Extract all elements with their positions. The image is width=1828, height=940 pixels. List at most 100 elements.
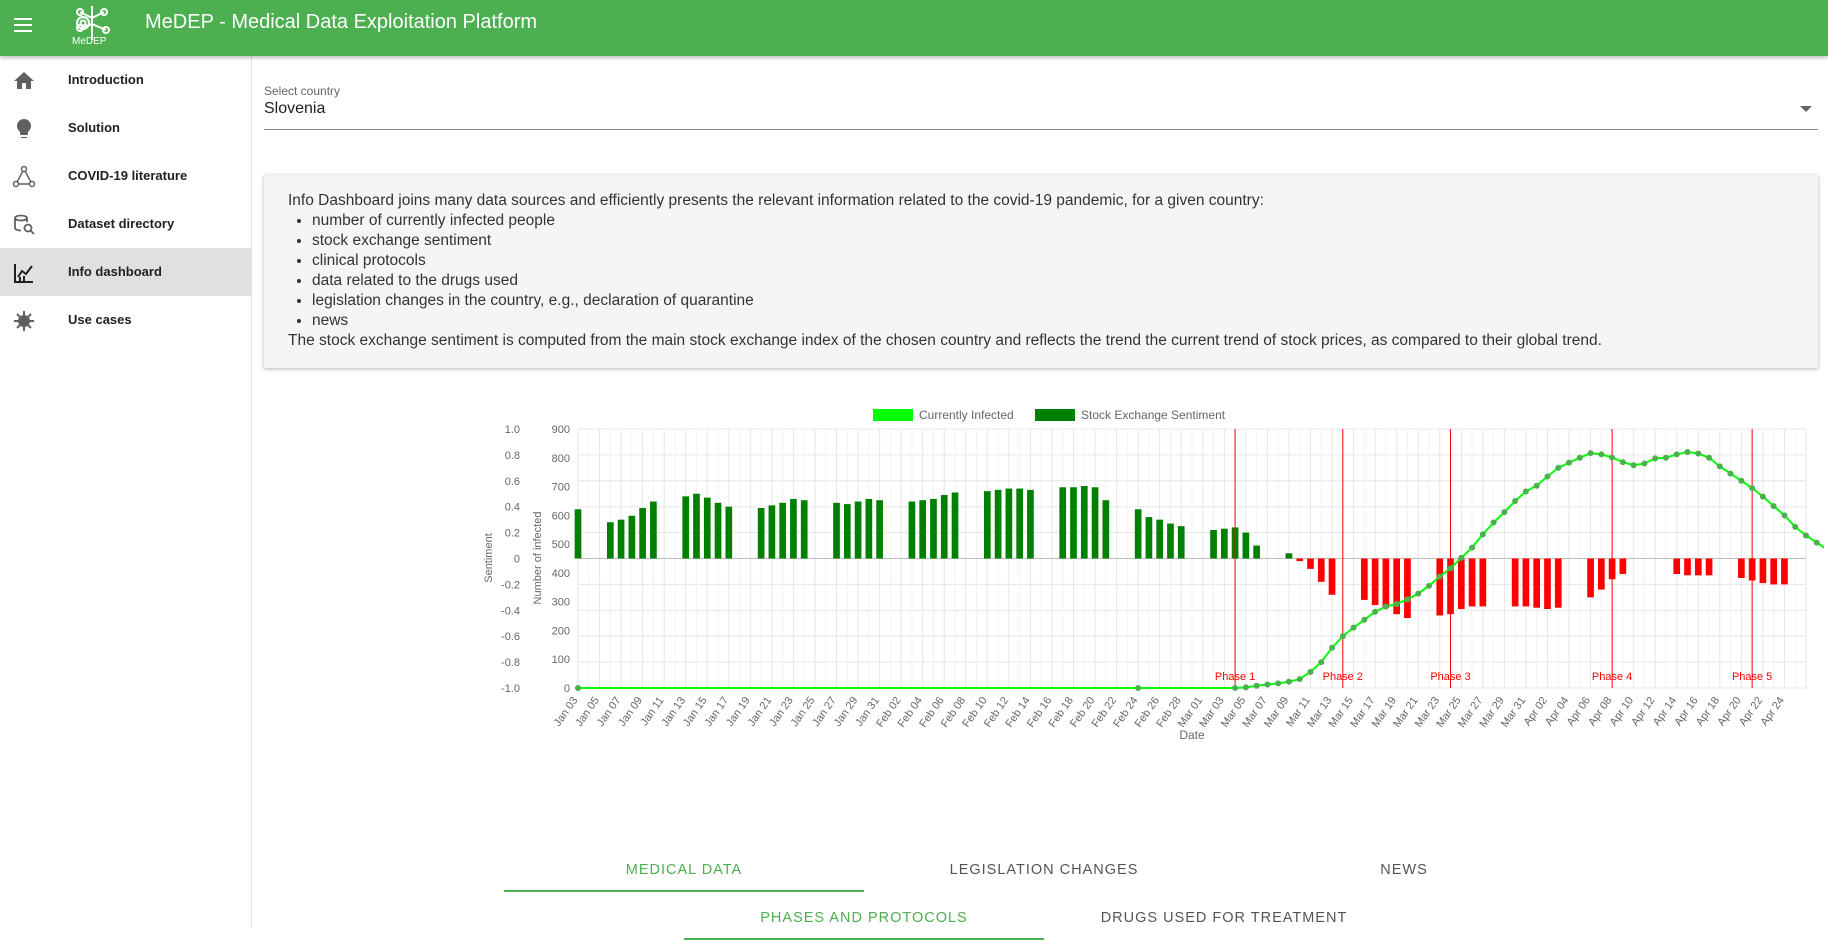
infected-point bbox=[1781, 512, 1788, 519]
menu-icon[interactable] bbox=[10, 10, 38, 38]
sentiment-bar bbox=[1694, 558, 1702, 576]
infected-point bbox=[1576, 454, 1583, 461]
sentiment-bar bbox=[1005, 488, 1013, 559]
sentiment-bar bbox=[1102, 500, 1110, 559]
sentiment-bar bbox=[1371, 558, 1379, 606]
sentiment-bar bbox=[714, 502, 722, 559]
infected-point bbox=[1512, 497, 1519, 504]
sentiment-bar bbox=[930, 498, 937, 559]
infected-point bbox=[1253, 682, 1260, 689]
info-description: Info Dashboard joins many data sources a… bbox=[264, 175, 1818, 368]
sentiment-tick-label: 0.4 bbox=[505, 502, 520, 514]
sidebar-item-label: Introduction bbox=[68, 72, 144, 87]
infected-point bbox=[1673, 451, 1680, 458]
sentiment-bar bbox=[1210, 530, 1217, 559]
infected-point bbox=[1372, 608, 1379, 615]
info-list-item: number of currently infected people bbox=[312, 211, 1794, 231]
infected-point bbox=[1566, 459, 1573, 466]
sidebar-item-info-dashboard[interactable]: Info dashboard bbox=[0, 248, 251, 296]
sentiment-bar bbox=[983, 491, 991, 559]
sidebar-item-dataset-directory[interactable]: Dataset directory bbox=[0, 200, 251, 248]
sentiment-bar bbox=[1468, 558, 1476, 607]
sentiment-bar bbox=[1738, 558, 1745, 578]
tab-news[interactable]: NEWS bbox=[1380, 862, 1428, 878]
sentiment-bar bbox=[951, 492, 959, 559]
sentiment-bar bbox=[1156, 519, 1164, 559]
sentiment-tick-label: -1.0 bbox=[501, 683, 520, 695]
info-list-item: clinical protocols bbox=[312, 251, 1794, 271]
x-tick-label: Apr 24 bbox=[1758, 695, 1786, 728]
virus-icon bbox=[14, 311, 34, 331]
sentiment-bar bbox=[682, 496, 690, 559]
sentiment-bar bbox=[908, 501, 916, 559]
tab-drugs-used[interactable]: DRUGS USED FOR TREATMENT bbox=[1100, 910, 1348, 926]
infected-point bbox=[1339, 633, 1346, 640]
info-list-item: data related to the drugs used bbox=[312, 271, 1794, 291]
infected-point bbox=[1598, 451, 1605, 458]
sentiment-bar bbox=[768, 505, 776, 559]
infected-point bbox=[1415, 590, 1422, 597]
info-intro: Info Dashboard joins many data sources a… bbox=[288, 192, 1264, 209]
dataset-search-icon bbox=[14, 214, 35, 235]
sentiment-bar bbox=[650, 501, 657, 559]
country-select[interactable]: Select country Slovenia bbox=[264, 84, 1818, 130]
sentiment-bar bbox=[779, 502, 787, 559]
infected-point bbox=[1662, 454, 1669, 461]
infected-point bbox=[1792, 523, 1799, 530]
infected-tick-label: 400 bbox=[552, 568, 570, 580]
info-list-item: legislation changes in the country, e.g.… bbox=[312, 291, 1794, 311]
sentiment-tick-label: -0.2 bbox=[501, 579, 520, 591]
sentiment-bar bbox=[1307, 558, 1314, 569]
sentiment-bar bbox=[876, 500, 883, 559]
sentiment-bar bbox=[1167, 523, 1174, 559]
sentiment-bar bbox=[1436, 558, 1444, 616]
sentiment-bar bbox=[1070, 487, 1077, 559]
sidebar-item-solution[interactable]: Solution bbox=[0, 104, 251, 152]
tab-phases-and-protocols[interactable]: PHASES AND PROTOCOLS bbox=[684, 896, 1044, 940]
sidebar-item-label: Info dashboard bbox=[68, 264, 162, 279]
sidebar-item-label: Use cases bbox=[68, 312, 132, 327]
sentiment-bar bbox=[628, 515, 636, 559]
sentiment-bar bbox=[1597, 558, 1605, 590]
infected-point bbox=[1738, 477, 1745, 484]
sentiment-bar bbox=[1479, 558, 1487, 607]
sentiment-bar bbox=[1533, 558, 1541, 608]
sentiment-bar bbox=[693, 493, 700, 559]
infected-point bbox=[1630, 462, 1637, 469]
sidebar-item-label: Solution bbox=[68, 120, 120, 135]
logo-icon bbox=[76, 6, 110, 40]
phase-label: Phase 2 bbox=[1323, 671, 1363, 683]
sentiment-bar bbox=[1781, 558, 1788, 585]
sentiment-bar bbox=[1285, 553, 1293, 559]
sentiment-bar bbox=[1393, 558, 1401, 615]
tab-medical-data[interactable]: MEDICAL DATA bbox=[504, 848, 864, 892]
chart-svg: 1.0 0.8 0.6 0.4 0.2 0 -0.2 -0.4 -0.6 -0.8 -1.0 900 8… bbox=[483, 408, 1828, 742]
primary-tabs: MEDICAL DATA LEGISLATION CHANGES NEWS bbox=[504, 848, 1584, 892]
sentiment-tick-label: -0.4 bbox=[501, 605, 520, 617]
infected-point bbox=[1393, 600, 1400, 607]
sentiment-bar bbox=[1619, 558, 1627, 575]
sentiment-bar bbox=[1382, 558, 1390, 608]
tab-legislation-changes[interactable]: LEGISLATION CHANGES bbox=[949, 862, 1139, 878]
infected-point bbox=[1382, 603, 1389, 610]
sentiment-bar bbox=[1080, 485, 1088, 559]
sentiment-bar bbox=[940, 495, 948, 559]
sentiment-bar bbox=[1059, 487, 1067, 559]
sidebar-item-label: Dataset directory bbox=[68, 216, 175, 231]
sentiment-bar bbox=[1511, 558, 1519, 607]
infected-point bbox=[1684, 449, 1691, 456]
info-list: number of currently infected people stoc… bbox=[288, 211, 1794, 331]
sidebar-item-use-cases[interactable]: Use cases bbox=[0, 296, 251, 344]
info-list-item: stock exchange sentiment bbox=[312, 231, 1794, 251]
phase-label: Phase 1 bbox=[1215, 671, 1255, 683]
sentiment-bar bbox=[843, 504, 851, 559]
sidebar-item-introduction[interactable]: Introduction bbox=[0, 56, 251, 104]
sentiment-bar bbox=[1554, 558, 1562, 608]
infected-point bbox=[1469, 544, 1476, 551]
infected-point bbox=[1803, 532, 1809, 539]
sentiment-bar bbox=[1177, 526, 1185, 559]
infected-point bbox=[1458, 554, 1465, 561]
infected-point bbox=[1706, 454, 1713, 461]
infected-point bbox=[1350, 624, 1357, 631]
sidebar-item-covid-literature[interactable]: COVID-19 literature bbox=[0, 152, 251, 200]
